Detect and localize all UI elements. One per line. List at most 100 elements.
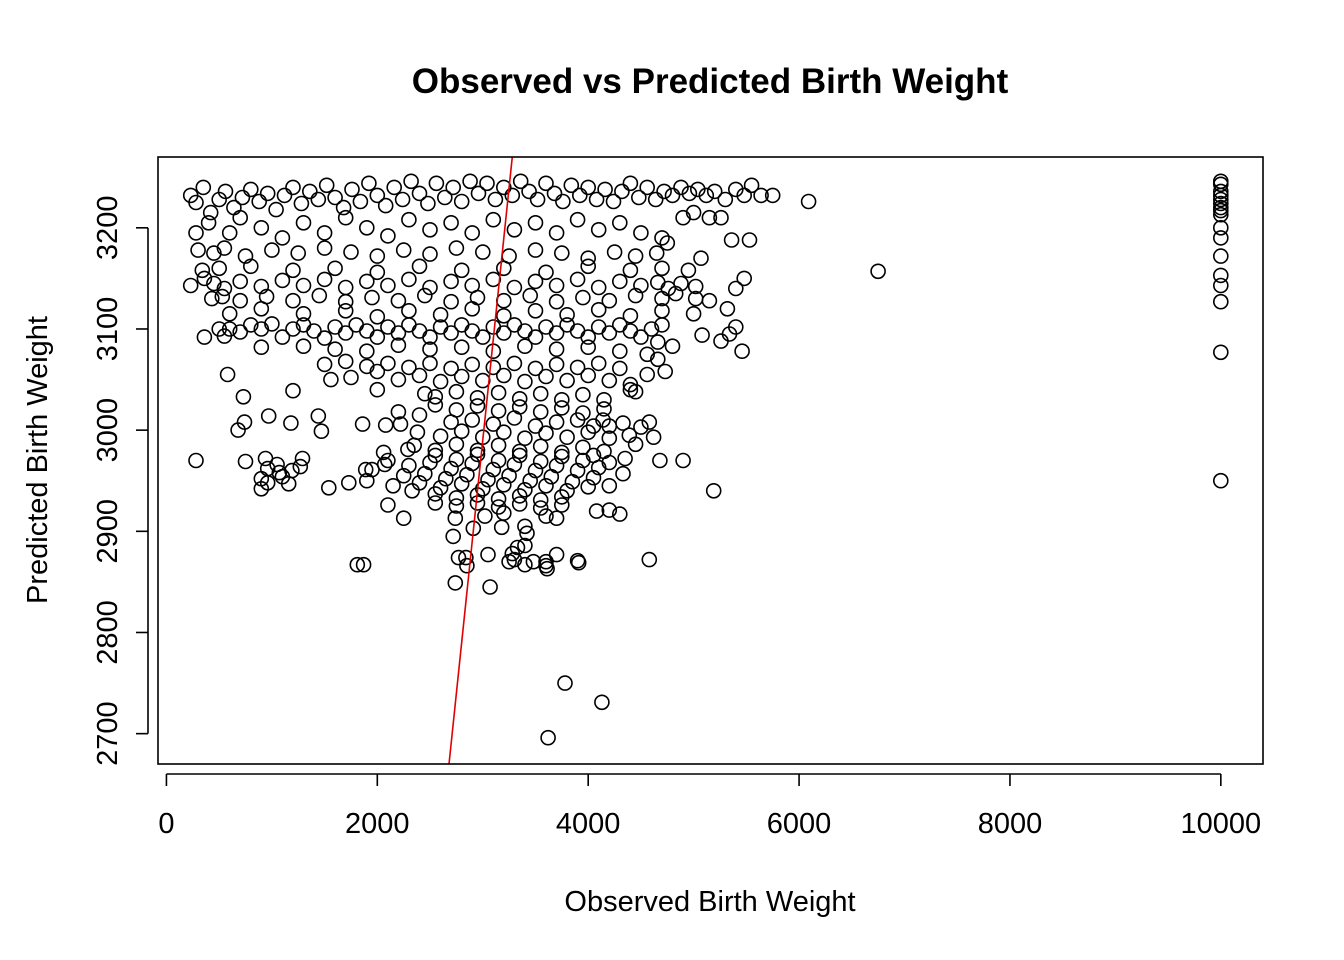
- data-point: [182, 277, 199, 294]
- x-axis-label: Observed Birth Weight: [564, 886, 855, 918]
- data-point: [685, 305, 702, 322]
- data-point: [639, 366, 656, 383]
- data-point: [327, 319, 343, 335]
- data-point: [713, 333, 729, 349]
- data-point: [553, 444, 570, 461]
- data-point: [403, 173, 419, 190]
- y-tick-label: 2900: [92, 499, 124, 564]
- data-point: [437, 470, 454, 487]
- data-point: [202, 204, 219, 221]
- data-point: [206, 245, 222, 261]
- data-point: [1213, 344, 1229, 361]
- data-point: [870, 263, 886, 280]
- data-point: [221, 305, 238, 322]
- data-point: [358, 472, 375, 489]
- data-point: [580, 258, 597, 275]
- data-point: [753, 187, 769, 204]
- data-point: [563, 177, 580, 194]
- data-point: [358, 273, 375, 290]
- data-point: [464, 225, 481, 241]
- data-point: [469, 446, 486, 463]
- data-point: [283, 415, 299, 431]
- data-point: [443, 414, 459, 430]
- data-point: [553, 400, 570, 416]
- data-point: [337, 279, 354, 296]
- data-point: [527, 273, 544, 290]
- data-point: [548, 356, 565, 373]
- data-point: [221, 225, 238, 241]
- data-point: [294, 450, 311, 467]
- data-point: [469, 398, 486, 414]
- data-point: [390, 337, 407, 354]
- data-point: [443, 325, 459, 341]
- data-point: [601, 325, 618, 341]
- data-point: [532, 500, 549, 516]
- data-point: [369, 381, 386, 398]
- data-point: [614, 183, 630, 200]
- data-point: [337, 325, 354, 341]
- data-point: [268, 201, 284, 218]
- data-point: [590, 459, 607, 476]
- data-point: [196, 270, 213, 287]
- data-point: [654, 317, 670, 333]
- data-point: [453, 317, 470, 333]
- data-point: [622, 262, 639, 279]
- data-point: [380, 277, 396, 294]
- data-point: [698, 187, 715, 204]
- data-point: [689, 181, 706, 198]
- data-point: [377, 417, 394, 433]
- data-point: [401, 457, 417, 474]
- data-point: [1213, 176, 1229, 193]
- data-point: [316, 271, 333, 288]
- data-point: [285, 179, 301, 196]
- data-point: [380, 497, 396, 513]
- data-point: [327, 260, 343, 277]
- data-point: [480, 546, 496, 563]
- data-point: [575, 289, 591, 306]
- data-point: [470, 185, 487, 202]
- data-point: [401, 271, 417, 288]
- data-point: [495, 292, 512, 309]
- data-point: [448, 436, 465, 453]
- data-point: [633, 329, 649, 345]
- data-point: [527, 215, 544, 231]
- data-point: [344, 181, 360, 198]
- data-point: [253, 339, 270, 356]
- x-tick-label: 0: [158, 808, 174, 840]
- y-axis: 2700 2800 2900 3000 3100 3200: [92, 196, 149, 766]
- data-point: [448, 498, 465, 514]
- data-point: [559, 317, 575, 333]
- data-point: [569, 271, 586, 288]
- data-point: [548, 414, 565, 430]
- reference-line: [448, 156, 514, 765]
- data-point: [194, 262, 211, 279]
- data-point: [264, 242, 280, 258]
- data-point: [214, 288, 231, 305]
- data-point: [664, 338, 681, 355]
- data-point: [380, 228, 396, 244]
- data-point: [532, 404, 549, 420]
- data-point: [506, 355, 523, 372]
- data-point: [504, 187, 521, 204]
- data-point: [654, 260, 670, 277]
- data-point: [540, 729, 556, 746]
- data-point: [443, 273, 459, 290]
- data-point: [422, 246, 438, 262]
- data-point: [736, 187, 753, 204]
- data-point: [727, 181, 744, 198]
- data-point: [652, 452, 668, 469]
- data-point: [596, 391, 612, 408]
- data-point: [590, 319, 607, 335]
- data-point: [320, 479, 337, 496]
- data-point: [285, 292, 301, 309]
- data-point: [511, 447, 528, 464]
- data-point: [664, 187, 681, 204]
- data-point: [649, 351, 666, 368]
- data-point: [400, 441, 416, 458]
- data-point: [464, 323, 481, 339]
- data-point: [654, 230, 670, 246]
- data-point: [285, 321, 301, 337]
- data-point: [675, 209, 691, 226]
- data-point: [590, 301, 607, 318]
- data-point: [673, 179, 689, 196]
